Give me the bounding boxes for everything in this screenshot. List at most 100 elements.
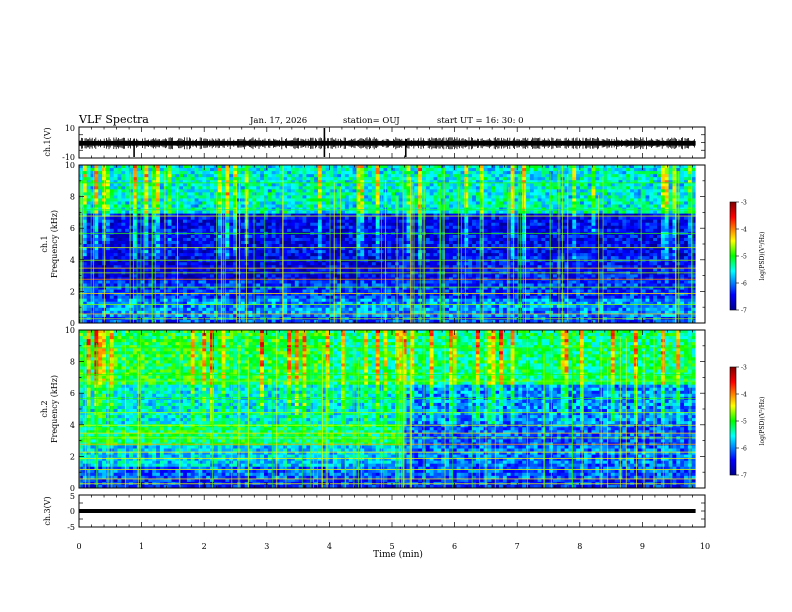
spectrogram-cell [179,174,183,177]
spectrogram-cell [364,226,368,229]
spectrogram-cell [372,280,376,283]
spectrogram-cell [191,186,195,189]
spectrogram-cell [98,259,102,262]
spectrogram-cell [156,238,160,241]
spectrogram-cell [125,192,129,195]
spectrogram-cell [318,192,322,195]
spectrogram-cell [114,186,118,189]
spectrogram-cell [407,186,411,189]
spectrogram-cell [322,268,326,271]
spectrogram-cell [114,296,118,299]
spectrogram-cell [241,223,245,226]
spectrogram-cell [407,308,411,311]
spectrogram-cell [202,238,206,241]
spectrogram-cell [337,177,341,180]
spectrogram-cell [399,250,403,253]
spectrogram-cell [110,268,114,271]
spectrogram-cell [326,262,330,265]
spectrogram-cell [210,296,214,299]
spectrogram-cell [175,171,179,174]
spectrogram-cell [114,226,118,229]
spectrogram-cell [295,244,299,247]
spectrogram-cell [399,259,403,262]
spectrogram-cell [249,229,253,232]
spectrogram-cell [314,235,318,238]
spectrogram-cell [310,201,314,204]
spectrogram-cell [276,250,280,253]
spectrogram-cell [106,226,110,229]
spectrogram-cell [256,253,260,256]
spectrogram-cell [372,177,376,180]
spectrogram-cell [118,186,122,189]
spectrogram-cell [114,168,118,171]
spectrogram-cell [303,177,307,180]
spectrogram-cell [202,256,206,259]
spectrogram-cell [198,235,202,238]
spectrogram-cell [214,244,218,247]
spectrogram-cell [272,186,276,189]
spectrogram-cell [121,241,125,244]
spectrogram-cell [368,223,372,226]
spectrogram-cell [114,244,118,247]
spectrogram-cell [326,192,330,195]
spectrogram-cell [145,223,149,226]
spectrogram-cell [303,244,307,247]
spectrogram-cell [372,299,376,302]
spectrogram-cell [283,284,287,287]
spectrogram-cell [202,205,206,208]
spectrogram-cell [241,296,245,299]
spectrogram-cell [349,165,353,168]
spectrogram-cell [260,241,264,244]
spectrogram-cell [283,244,287,247]
spectrogram-cell [94,201,98,204]
spectrogram-cell [391,299,395,302]
spectrogram-cell [272,223,276,226]
spectrogram-cell [399,183,403,186]
spectrogram-cell [391,308,395,311]
spectrogram-cell [179,244,183,247]
spectrogram-cell [87,177,91,180]
spectrogram-cell [268,226,272,229]
spectrogram-cell [376,195,380,198]
spectrogram-cell [341,168,345,171]
spectrogram-cell [268,183,272,186]
spectrogram-cell [341,223,345,226]
spectrogram-cell [387,253,391,256]
spectrogram-cell [349,262,353,265]
spectrogram-cell [179,268,183,271]
spectrogram-cell [171,220,175,223]
spectrogram-cell [245,174,249,177]
spectrogram-cell [121,214,125,217]
spectrogram-cell [299,244,303,247]
spectrogram-cell [152,299,156,302]
spectrogram-cell [407,253,411,256]
spectrogram-cell [125,299,129,302]
spectrogram-cell [229,238,233,241]
spectrogram-cell [110,238,114,241]
spectrogram-cell [121,223,125,226]
spectrogram-cell [156,201,160,204]
spectrogram-cell [387,226,391,229]
spectrogram-cell [98,280,102,283]
spectrogram-cell [210,211,214,214]
spectrogram-cell [337,262,341,265]
spectrogram-cell [241,235,245,238]
spectrogram-cell [303,259,307,262]
spectrogram-cell [303,211,307,214]
spectrogram-cell [114,308,118,311]
spectrogram-cell [345,268,349,271]
spectrogram-cell [360,177,364,180]
spectrogram-cell [268,280,272,283]
spectrogram-cell [268,171,272,174]
spectrogram-cell [387,299,391,302]
spectrogram-cell [183,220,187,223]
spectrogram-cell [94,171,98,174]
spectrogram-cell [229,186,233,189]
spectrogram-cell [156,296,160,299]
spectrogram-cell [272,198,276,201]
spectrogram-cell [121,198,125,201]
spectrogram-cell [272,217,276,220]
spectrogram-cell [206,253,210,256]
spectrogram-cell [202,299,206,302]
spectrogram-cell [168,244,172,247]
